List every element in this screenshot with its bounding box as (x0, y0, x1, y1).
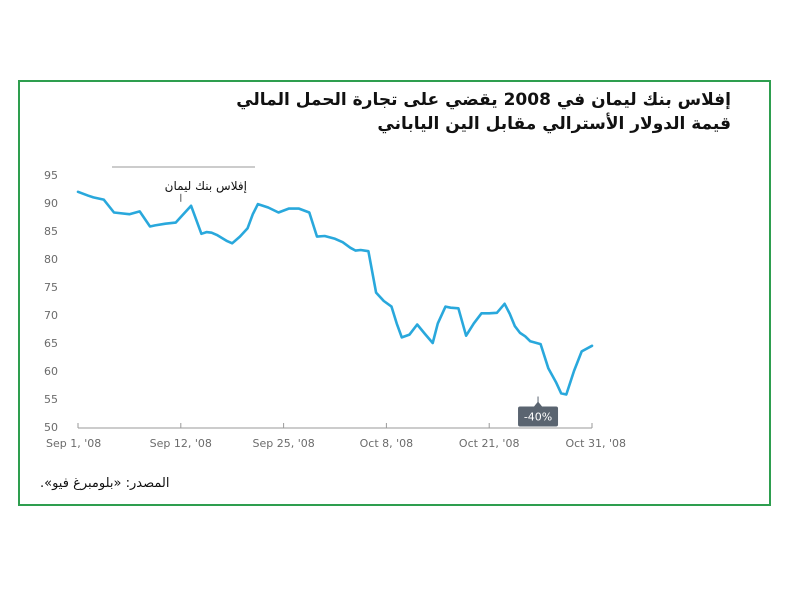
y-tick-label: 95 (44, 169, 58, 182)
y-tick-label: 85 (44, 225, 58, 238)
line-chart: 95 90 85 80 75 70 65 60 55 50 Sep 1, '08 Sep 12, '0… (44, 166, 626, 450)
y-tick-label: 50 (44, 421, 58, 434)
y-tick-label: 70 (44, 309, 58, 322)
y-tick-label: 90 (44, 197, 58, 210)
x-tick-label: Sep 12, '08 (150, 437, 212, 450)
y-tick-label: 60 (44, 365, 58, 378)
annotation-lehman: إفلاس بنك ليمان (165, 179, 247, 194)
chart-title: إفلاس بنك ليمان في 2008 يقضي على تجارة ا… (236, 90, 731, 110)
x-tick-label: Oct 21, '08 (459, 437, 520, 450)
x-tick-label: Sep 25, '08 (252, 437, 314, 450)
y-tick-label: 75 (44, 281, 58, 294)
y-tick-label: 80 (44, 253, 58, 266)
x-tick-label: Oct 31, '08 (565, 437, 626, 450)
x-tick-label: Oct 8, '08 (360, 437, 414, 450)
callout-label: -40% (524, 411, 552, 424)
callout-box (518, 406, 559, 427)
y-tick-label: 65 (44, 337, 58, 350)
x-tick-label: Sep 1, '08 (46, 437, 101, 450)
chart-subtitle: قيمة الدولار الأسترالي مقابل الين اليابا… (377, 114, 731, 134)
y-tick-label: 55 (44, 393, 58, 406)
callout-arrow (534, 401, 543, 407)
chart-frame: إفلاس بنك ليمان في 2008 يقضي على تجارة ا… (18, 80, 771, 506)
series-line (76, 190, 594, 396)
source-note: المصدر: «بلومبرغ فيو». (40, 476, 170, 491)
